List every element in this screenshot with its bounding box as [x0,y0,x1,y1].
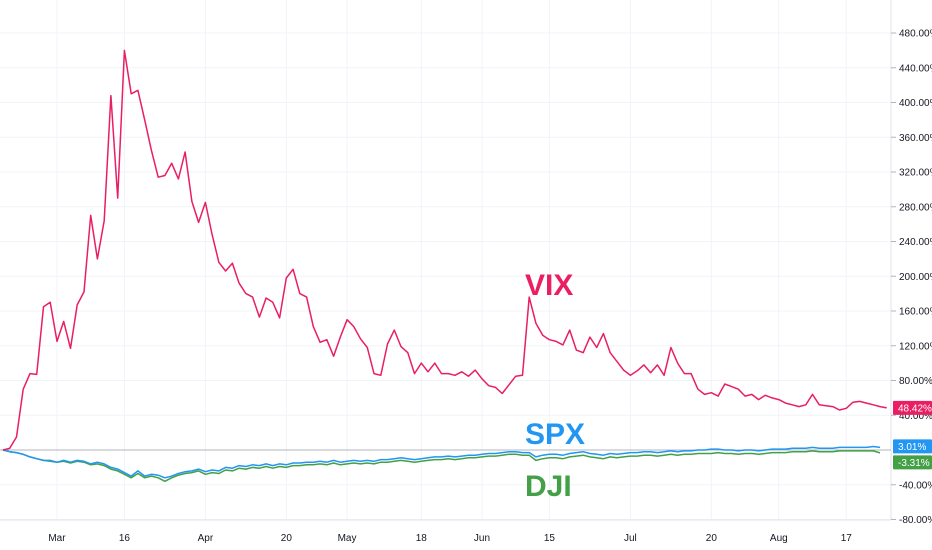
y-tick-label: 40.00% [899,411,932,422]
x-tick-label: 15 [544,533,556,544]
y-tick-label: 280.00% [899,202,932,213]
y-tick-label: 400.00% [899,98,932,109]
last-value-badges: 48.42% 3.01% -3.31% [893,400,932,470]
y-tick-label: 440.00% [899,63,932,74]
x-tick-label: Apr [198,533,214,544]
x-tick-label: 20 [706,533,718,544]
x-tick-label: 16 [119,533,131,544]
grid [0,0,891,520]
annotation-dji: DJI [525,470,572,503]
x-tick-label: Mar [48,533,66,544]
series-lines [2,49,887,483]
y-axis: 480.00% 440.00% 400.00% 360.00% 320.00% 280.0… [891,29,932,526]
x-tick-label: Aug [770,533,788,544]
y-tick-label: 320.00% [899,168,932,179]
y-tick-label: 360.00% [899,133,932,144]
badge-spx-bg [893,439,932,454]
badge-dji-bg [893,455,932,470]
y-tick-label: -40.00% [899,480,932,491]
x-tick-label: 17 [841,533,853,544]
y-tick-label: 480.00% [899,29,932,40]
x-tick-label: 20 [281,533,293,544]
y-tick-label: 120.00% [899,341,932,352]
x-tick-label: Jun [474,533,490,544]
badge-dji-label: -3.31% [898,458,930,469]
y-tick-label: -80.00% [899,515,932,526]
badge-spx-label: 3.01% [898,442,926,453]
x-axis: Mar 16 Apr 20 May 18 Jun 15 Jul 20 Aug 17 [48,533,852,544]
badge-vix-bg [893,400,932,415]
x-tick-label: May [338,533,357,544]
series-line-vix [2,49,887,451]
annotation-spx: SPX [525,418,585,451]
annotation-vix: VIX [525,269,573,302]
y-tick-label: 200.00% [899,272,932,283]
series-line-dji [2,449,881,483]
y-tick-label: 240.00% [899,237,932,248]
x-tick-label: Jul [624,533,637,544]
badge-vix-label: 48.42% [898,403,932,414]
x-tick-label: 18 [416,533,428,544]
series-line-spx [2,445,881,479]
y-tick-label: 80.00% [899,376,932,387]
badge-spx: 3.01% [893,439,932,454]
y-tick-label: 160.00% [899,307,932,318]
badge-dji: -3.31% [893,455,932,470]
badge-vix: 48.42% [893,400,932,415]
